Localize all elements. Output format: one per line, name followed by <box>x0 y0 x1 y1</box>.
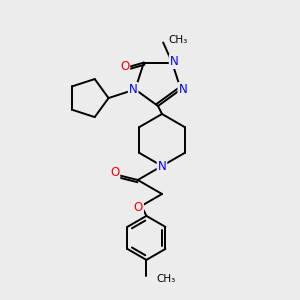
Text: N: N <box>129 83 137 96</box>
Text: O: O <box>120 60 129 73</box>
Text: N: N <box>158 160 166 172</box>
Text: CH₃: CH₃ <box>168 35 188 46</box>
Text: O: O <box>110 167 119 179</box>
Text: N: N <box>170 55 178 68</box>
Text: CH₃: CH₃ <box>156 274 176 284</box>
Text: N: N <box>178 83 187 96</box>
Text: O: O <box>134 201 143 214</box>
